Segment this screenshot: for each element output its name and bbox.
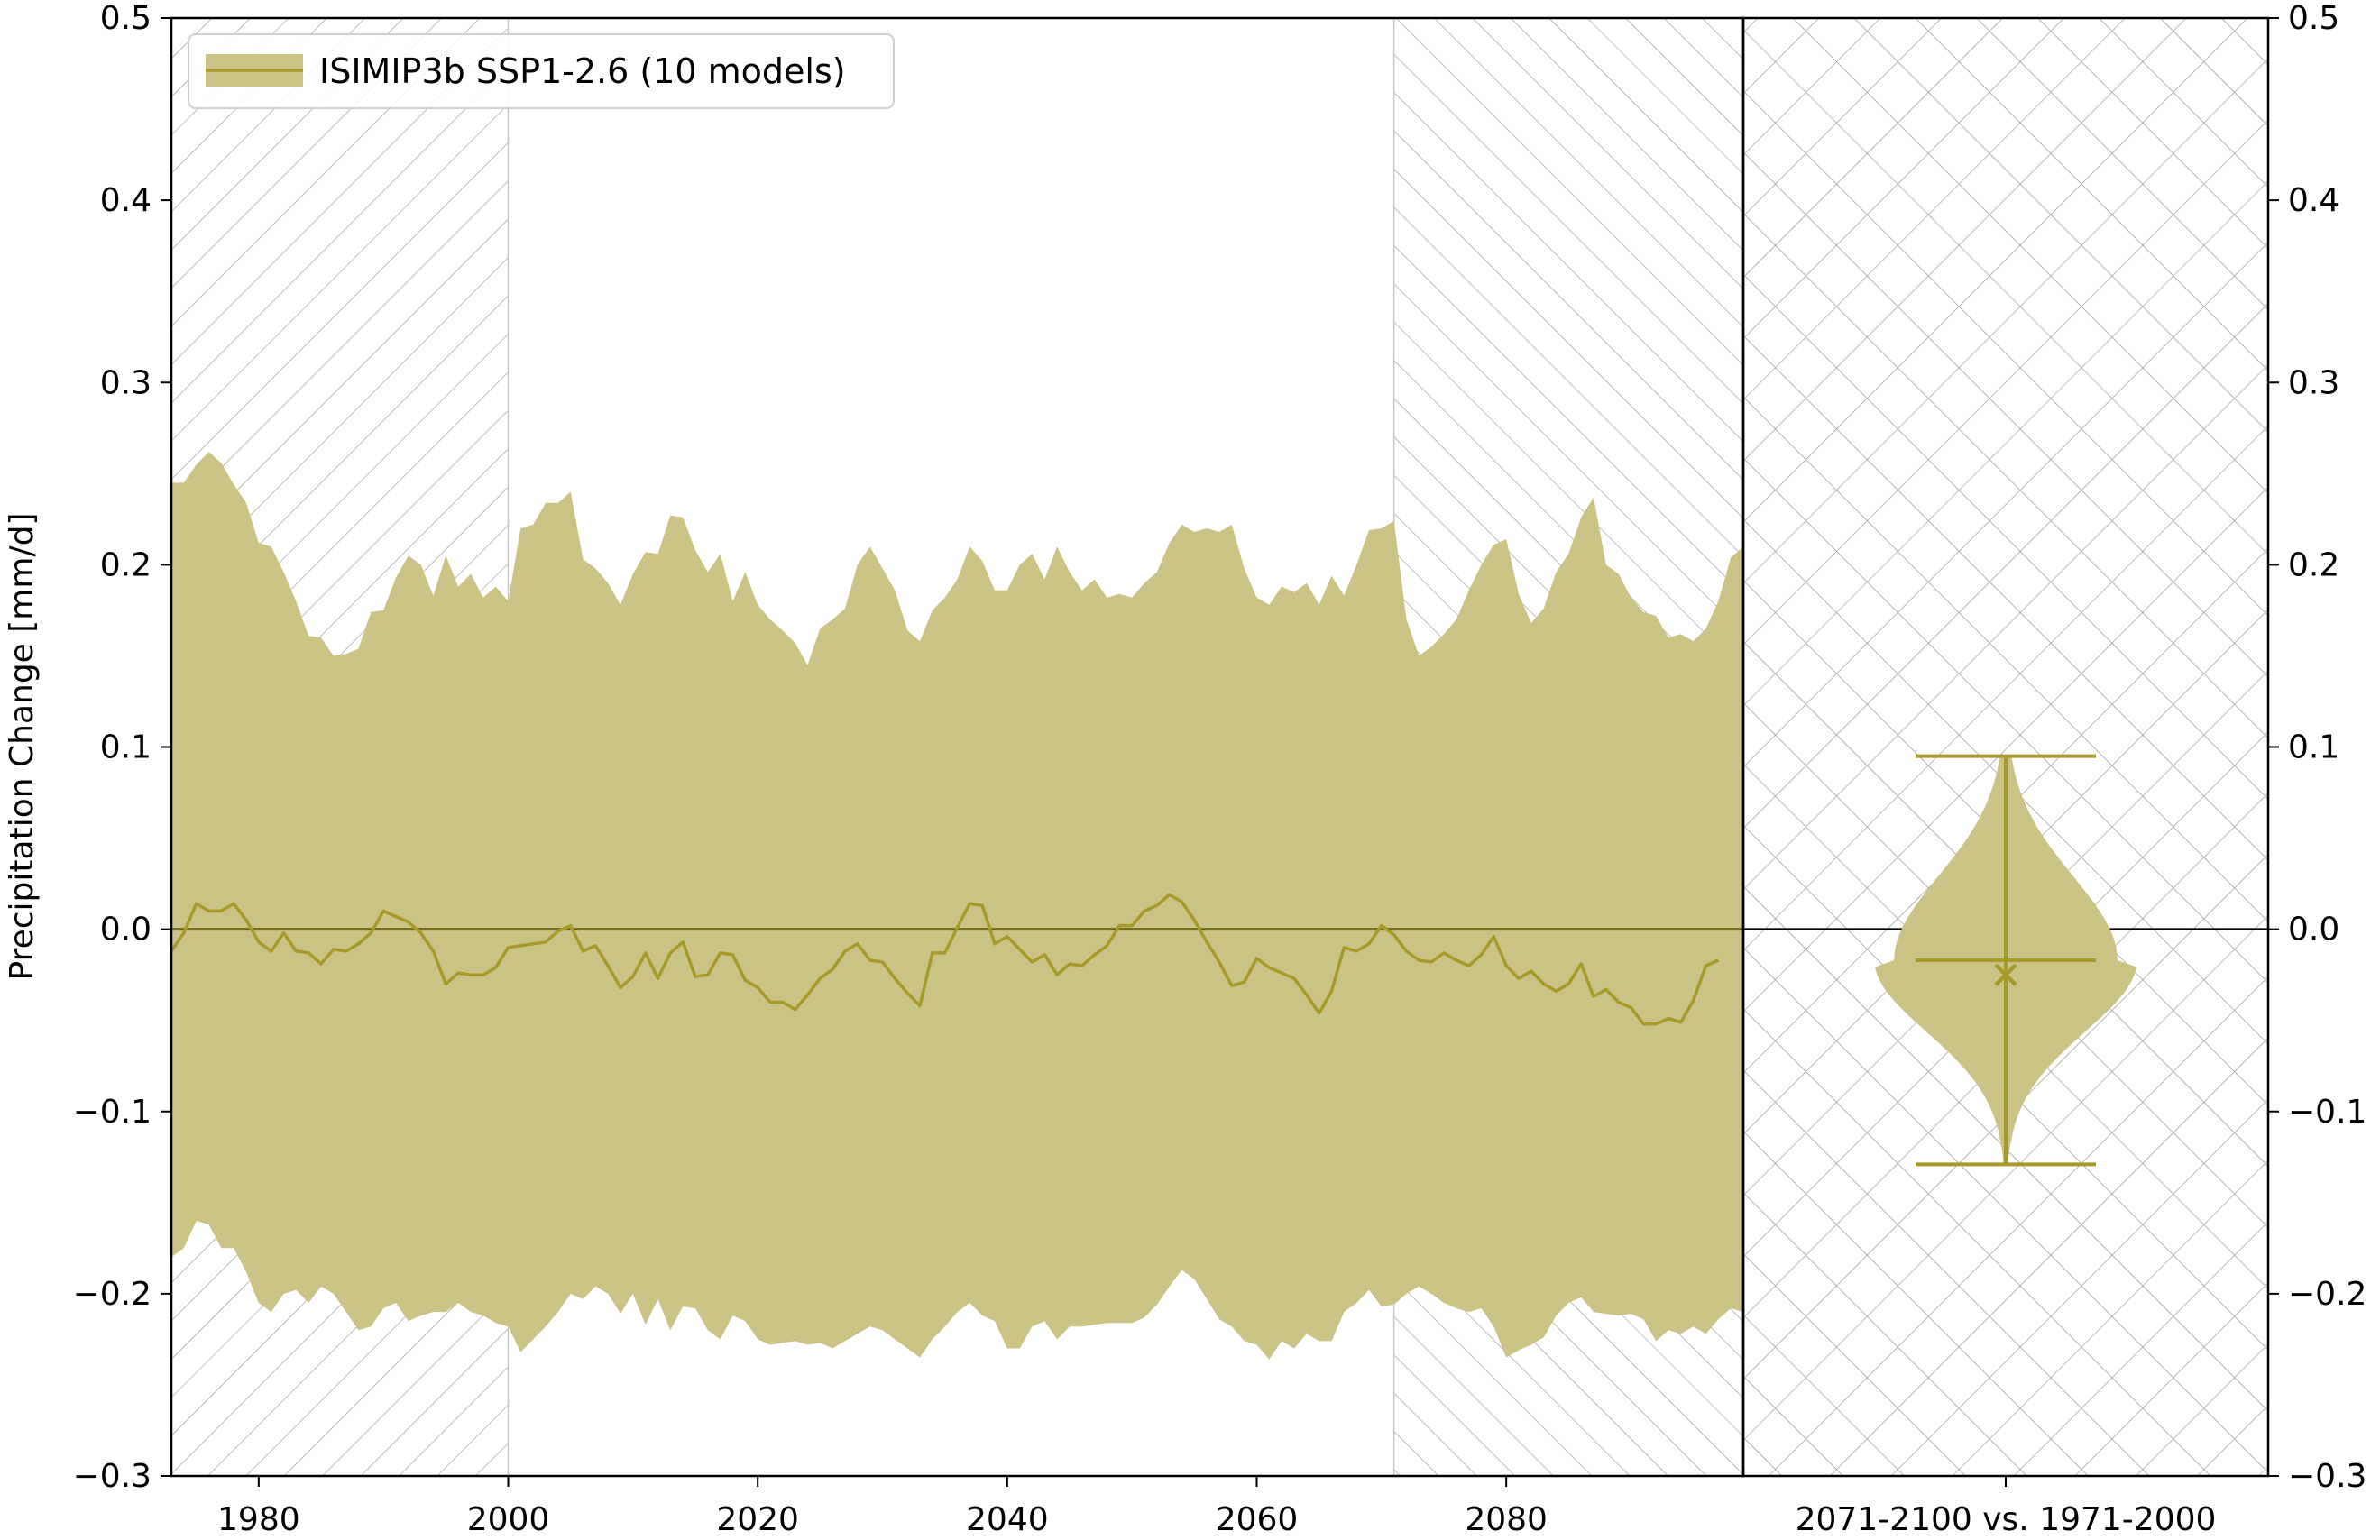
x-tick-label: 2060 — [1216, 1501, 1299, 1538]
y-tick-label-right: 0.0 — [2288, 912, 2339, 949]
legend-label: ISIMIP3b SSP1-2.6 (10 models) — [319, 51, 846, 91]
y-tick-label-right: 0.1 — [2288, 729, 2339, 766]
y-tick-label-right: 0.4 — [2288, 182, 2339, 219]
y-tick-label-right: 0.5 — [2288, 0, 2339, 37]
y-tick-label: 0.5 — [100, 0, 152, 37]
y-tick-label: 0.2 — [100, 546, 152, 583]
x-tick-label: 1980 — [217, 1501, 300, 1538]
y-tick-label-right: −0.3 — [2288, 1458, 2366, 1495]
y-tick-label-right: −0.1 — [2288, 1094, 2366, 1131]
legend-frame — [188, 33, 895, 109]
x-tick-label: 2040 — [966, 1501, 1049, 1538]
x-tick-label: 2020 — [716, 1501, 799, 1538]
y-tick-label: 0.3 — [100, 364, 152, 401]
y-tick-label: −0.3 — [73, 1458, 152, 1495]
model-range-band — [171, 452, 1743, 1360]
y-axis-title: Precipitation Change [mm/d] — [4, 513, 41, 981]
y-axis-ticks-right: 0.5 0.4 0.3 0.2 0.1 0.0 −0.1 −0.2 −0.3 — [2268, 0, 2366, 1495]
y-axis-ticks-left: 0.5 0.4 0.3 0.2 0.1 0.0 −0.1 −0.2 −0.3 — [73, 0, 171, 1495]
y-tick-label: 0.1 — [100, 729, 152, 766]
y-tick-label: 0.0 — [100, 912, 152, 949]
timeseries-panel: 1980 2000 2020 2040 2060 2080 0.5 0.4 0.3 0.2 0.1… — [73, 0, 1745, 1538]
mean-marker-stroke — [1994, 963, 2017, 986]
y-tick-label: −0.1 — [73, 1094, 152, 1131]
y-tick-label: 0.4 — [100, 182, 152, 219]
legend: ISIMIP3b SSP1-2.6 (10 models) — [188, 33, 895, 109]
violin-mean-marker — [1994, 963, 2017, 986]
category-label: 2071-2100 vs. 1971-2000 — [1796, 1501, 2217, 1538]
crosshatch-background — [1743, 18, 2268, 1476]
x-tick-label: 2000 — [467, 1501, 550, 1538]
violin-panel: 0.5 0.4 0.3 0.2 0.1 0.0 −0.1 −0.2 −0.3 2071-2100… — [1741, 0, 2366, 1538]
y-tick-label: −0.2 — [73, 1276, 152, 1313]
x-axis-ticks: 1980 2000 2020 2040 2060 2080 — [217, 1476, 1548, 1538]
y-tick-label-right: 0.2 — [2288, 546, 2339, 583]
y-tick-label-right: 0.3 — [2288, 364, 2339, 401]
ensemble-median-line — [171, 893, 1720, 1026]
x-tick-label: 2080 — [1465, 1501, 1548, 1538]
y-tick-label-right: −0.2 — [2288, 1276, 2366, 1313]
